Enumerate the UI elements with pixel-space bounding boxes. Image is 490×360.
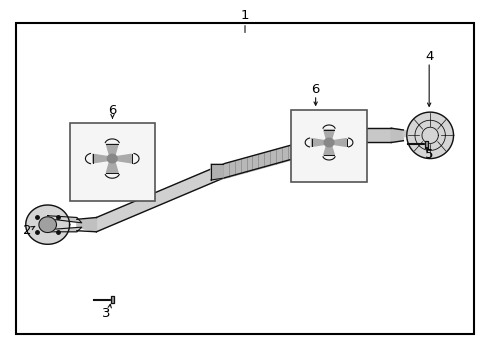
Polygon shape: [324, 138, 334, 147]
FancyBboxPatch shape: [291, 111, 367, 182]
Polygon shape: [97, 164, 223, 232]
Polygon shape: [112, 154, 132, 163]
Polygon shape: [312, 139, 329, 147]
Polygon shape: [324, 130, 334, 143]
Text: 4: 4: [425, 50, 433, 63]
Polygon shape: [93, 154, 112, 163]
Text: 1: 1: [241, 9, 249, 22]
Polygon shape: [352, 128, 391, 143]
Polygon shape: [106, 158, 118, 173]
Text: 6: 6: [108, 104, 117, 117]
Text: 6: 6: [312, 84, 320, 96]
Polygon shape: [211, 164, 223, 180]
Polygon shape: [391, 128, 403, 143]
Polygon shape: [48, 216, 82, 223]
Polygon shape: [403, 131, 430, 138]
Text: 5: 5: [425, 148, 434, 161]
Polygon shape: [425, 141, 428, 148]
Polygon shape: [77, 217, 97, 232]
Polygon shape: [329, 139, 346, 147]
Text: 2: 2: [23, 224, 31, 237]
FancyBboxPatch shape: [70, 123, 155, 202]
Polygon shape: [111, 296, 114, 303]
Text: 3: 3: [102, 307, 110, 320]
Polygon shape: [26, 205, 70, 244]
Polygon shape: [106, 144, 118, 158]
Polygon shape: [407, 112, 454, 158]
Polygon shape: [324, 143, 334, 156]
Polygon shape: [107, 154, 117, 163]
Polygon shape: [39, 217, 56, 233]
Polygon shape: [48, 227, 82, 232]
